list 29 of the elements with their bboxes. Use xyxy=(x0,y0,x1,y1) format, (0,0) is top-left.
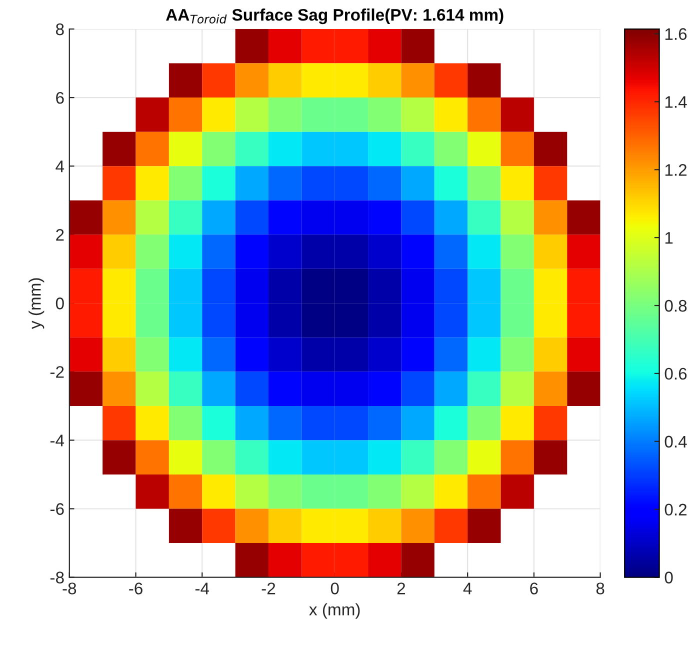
color-bar-label: 0.2 xyxy=(664,504,686,516)
x-tick-label: 6 xyxy=(530,582,538,594)
y-tick-label: -6 xyxy=(50,503,64,515)
x-tick-label: 2 xyxy=(397,582,406,594)
x-tick-label: -2 xyxy=(262,582,276,594)
color-bar-label: 0.4 xyxy=(664,436,687,448)
x-tick-label: 8 xyxy=(596,582,604,594)
y-tick-label: 8 xyxy=(56,23,64,36)
y-tick-label: -2 xyxy=(50,366,64,378)
x-tick-label: 4 xyxy=(463,582,472,594)
color-bar-label: 0.6 xyxy=(664,368,687,380)
x-tick-label: -6 xyxy=(129,582,142,594)
x-tick-label: 0 xyxy=(330,582,339,594)
y-tick-label: 6 xyxy=(56,92,64,104)
x-tick-label: -4 xyxy=(195,582,210,594)
color-bar-label: 1 xyxy=(665,232,673,244)
color-bar-label: 0 xyxy=(664,572,673,584)
color-bar-label: 1.4 xyxy=(665,96,687,108)
y-tick-label: -8 xyxy=(50,572,64,584)
y-tick-label: 0 xyxy=(56,298,64,310)
color-bar-label: 1.2 xyxy=(665,164,686,176)
y-tick-label: 4 xyxy=(56,160,64,172)
color-bar-label: 1.6 xyxy=(665,28,687,40)
x-axis-title: x (mm) xyxy=(309,603,360,619)
color-bar-label: 0.8 xyxy=(664,300,687,312)
y-tick-label: -4 xyxy=(50,434,64,446)
y-tick-label: 2 xyxy=(56,229,64,241)
chart-title: AA$_{Toroid}$ Surface Sag Profile(PV: 1.614 mm) xyxy=(166,8,504,24)
y-axis-title: y (mm) xyxy=(28,278,44,330)
